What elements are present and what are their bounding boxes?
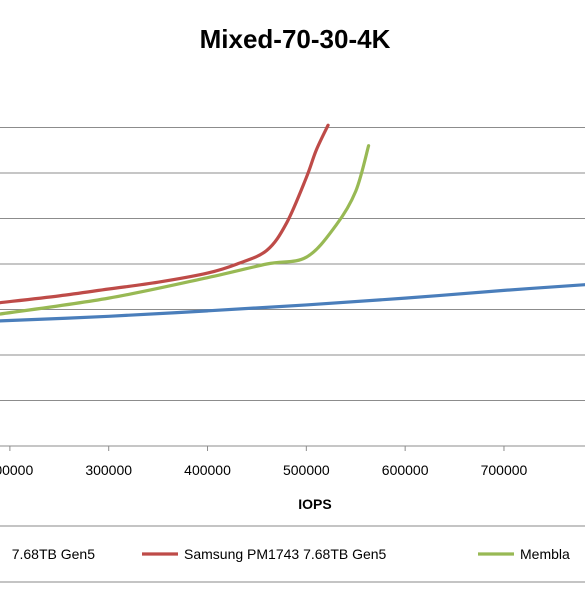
legend-box — [0, 525, 585, 583]
series-lines — [0, 123, 585, 323]
x-tick-label: 400000 — [184, 462, 231, 478]
legend: 7.68TB Gen5 Samsung PM1743 7.68TB Gen5 Mem… — [12, 546, 570, 562]
chart-title: Mixed-70-30-4K — [200, 24, 391, 54]
x-tick-label: 700000 — [481, 462, 528, 478]
x-tick-labels: 200000 300000 400000 500000 600000 700000 — [0, 446, 528, 478]
legend-label: 7.68TB Gen5 — [12, 546, 95, 562]
series-line-3 — [0, 144, 371, 316]
gridlines — [0, 127, 585, 447]
x-tick-label: 600000 — [382, 462, 429, 478]
x-tick-label: 300000 — [85, 462, 132, 478]
series-line-2 — [0, 123, 330, 305]
x-axis-title: IOPS — [298, 496, 331, 512]
legend-label: Samsung PM1743 7.68TB Gen5 — [184, 546, 387, 562]
series-line-1 — [0, 283, 585, 323]
legend-label: Membla — [520, 546, 570, 562]
x-tick-label: 200000 — [0, 462, 33, 478]
x-tick-label: 500000 — [283, 462, 330, 478]
